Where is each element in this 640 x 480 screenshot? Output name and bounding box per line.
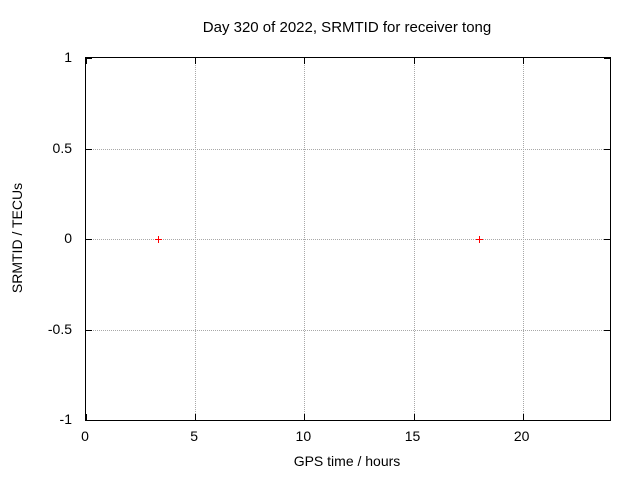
data-point-marker — [155, 236, 163, 243]
y-axis-title: SRMTID / TECUs — [9, 182, 25, 294]
chart-title: Day 320 of 2022, SRMTID for receiver ton… — [202, 19, 492, 36]
y-tick-mark-right — [604, 420, 610, 421]
x-tick-label: 10 — [295, 428, 312, 444]
x-tick-label: 15 — [404, 428, 421, 444]
x-tick-label: 0 — [81, 428, 89, 444]
data-point-marker — [476, 236, 483, 243]
x-axis-title: GPS time / hours — [293, 453, 401, 469]
gridline-horizontal — [86, 148, 610, 150]
x-tick-mark-top — [522, 58, 524, 64]
x-tick-mark — [304, 414, 306, 420]
x-tick-mark — [413, 414, 415, 420]
y-tick-mark — [86, 329, 92, 331]
y-tick-mark-right — [604, 148, 610, 150]
y-tick-label: -1 — [59, 411, 72, 427]
y-tick-mark — [86, 420, 92, 421]
y-tick-mark — [86, 148, 92, 150]
y-tick-mark — [86, 239, 92, 240]
y-tick-label: 0 — [64, 230, 72, 246]
x-tick-mark — [195, 414, 197, 420]
y-tick-label: 0.5 — [52, 139, 72, 156]
x-tick-mark-top — [195, 58, 197, 64]
y-tick-mark-right — [604, 58, 610, 59]
y-tick-label: -0.5 — [47, 320, 72, 337]
x-tick-label: 20 — [513, 428, 530, 444]
x-tick-mark-top — [86, 58, 87, 64]
marker-vertical-stroke — [479, 236, 480, 243]
gridline-horizontal — [86, 239, 610, 240]
x-tick-mark-top — [413, 58, 415, 64]
y-tick-mark-right — [604, 239, 610, 240]
x-tick-mark — [86, 414, 87, 420]
plot-area — [85, 57, 611, 421]
x-tick-label: 5 — [190, 428, 199, 444]
x-tick-mark-top — [304, 58, 306, 64]
x-tick-mark — [522, 414, 524, 420]
y-tick-label: 1 — [64, 49, 72, 65]
marker-vertical-stroke — [158, 236, 160, 243]
gridline-horizontal — [86, 329, 610, 331]
y-tick-mark — [86, 58, 92, 59]
y-tick-mark-right — [604, 329, 610, 331]
